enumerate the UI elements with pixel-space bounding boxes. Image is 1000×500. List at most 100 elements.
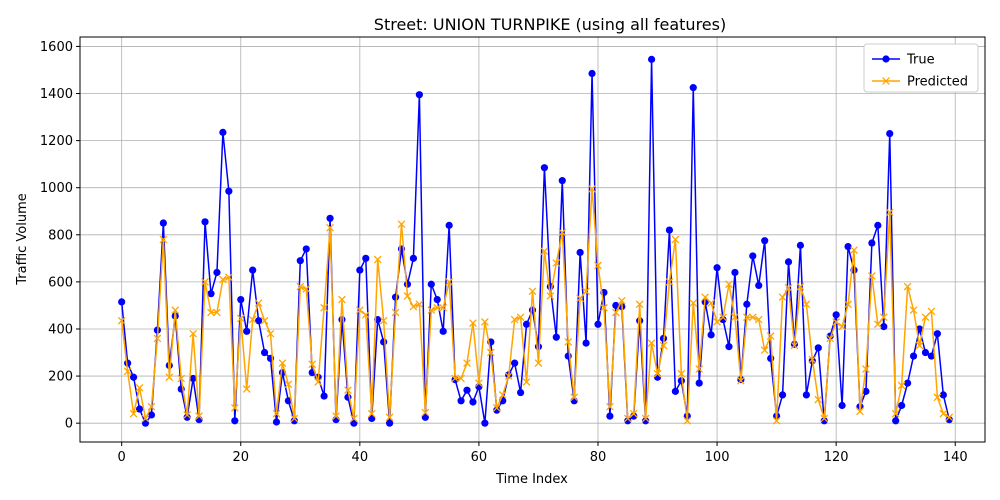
true-point [588, 69, 596, 78]
true-point [368, 414, 376, 423]
true-point [129, 373, 138, 381]
predicted-point [582, 287, 590, 296]
true-point [421, 413, 429, 421]
predicted-point [427, 306, 436, 314]
true-point [195, 416, 203, 424]
predicted-point [350, 414, 358, 423]
true-point [469, 398, 477, 406]
predicted-point [695, 365, 704, 373]
true-point [320, 392, 328, 400]
predicted-point [689, 299, 698, 307]
true-point [260, 348, 269, 357]
predicted-point [778, 293, 787, 302]
true-point [350, 419, 358, 427]
predicted-point [379, 316, 388, 325]
y-tick-label: 0 [65, 417, 73, 432]
predicted-point [451, 374, 459, 383]
predicted-point [409, 302, 418, 311]
predicted-point [433, 303, 442, 312]
y-tick-label: 1400 [40, 87, 73, 102]
true-point [933, 330, 941, 338]
legend-item-predicted: Predicted [872, 75, 968, 90]
predicted-point [266, 329, 275, 338]
predicted-point [927, 307, 936, 316]
true-point [249, 266, 257, 274]
predicted-point [629, 409, 638, 418]
true-point [141, 419, 150, 427]
predicted-point [659, 341, 668, 350]
true-point [332, 416, 340, 424]
true-point [445, 221, 453, 229]
predicted-point [469, 319, 477, 327]
predicted-point [570, 393, 579, 402]
predicted-point [766, 332, 775, 340]
predicted-point [504, 372, 513, 380]
predicted-point [183, 411, 192, 419]
true-point [225, 187, 233, 195]
true-point [778, 391, 787, 399]
predicted-point [230, 403, 239, 412]
predicted-point [141, 414, 150, 423]
true-point [540, 164, 549, 172]
predicted-point [617, 296, 626, 305]
true-point [237, 295, 245, 304]
predicted-point [665, 278, 674, 286]
true-point [457, 397, 465, 405]
predicted-point [481, 318, 489, 326]
true-point [427, 280, 435, 288]
legend-label-predicted: Predicted [907, 75, 968, 90]
predicted-point [742, 313, 751, 322]
x-tick-label: 80 [590, 450, 607, 465]
predicted-point [897, 381, 906, 390]
true-point [665, 226, 674, 234]
y-tick-label: 800 [48, 228, 73, 243]
true-point [695, 379, 703, 387]
predicted-point [891, 409, 900, 418]
x-tick-label: 120 [824, 450, 849, 465]
true-point [511, 359, 519, 367]
predicted-point [492, 403, 501, 412]
true-point [761, 237, 769, 245]
predicted-point [528, 287, 537, 296]
true-point [731, 268, 739, 277]
predicted-point [683, 416, 692, 425]
true-point [820, 417, 828, 425]
y-tick-label: 1600 [40, 40, 73, 55]
x-tick-label: 40 [352, 450, 369, 465]
predicted-point [117, 316, 126, 325]
predicted-point [260, 316, 269, 325]
predicted-point [909, 306, 918, 314]
predicted-point [796, 282, 805, 291]
predicted-point [367, 409, 376, 418]
predicted-point [719, 313, 727, 322]
legend-marker-true [882, 55, 890, 63]
predicted-point [344, 386, 352, 395]
predicted-point [129, 409, 138, 418]
true-point [636, 317, 644, 325]
true-point [903, 379, 912, 387]
true-point [844, 242, 852, 251]
predicted-point [814, 395, 823, 404]
predicted-point [171, 306, 180, 314]
x-tick-label: 100 [705, 450, 730, 465]
legend-box [863, 43, 979, 93]
predicted-point [635, 300, 644, 309]
true-point [927, 352, 936, 360]
predicted-point [611, 308, 620, 317]
predicted-point [600, 303, 608, 312]
legend-label-true: True [906, 53, 935, 68]
predicted-point [397, 220, 406, 229]
predicted-point [153, 334, 162, 343]
true-point [439, 327, 447, 335]
predicted-point [564, 338, 573, 346]
predicted-point [475, 379, 483, 387]
predicted-point [623, 414, 632, 423]
true-point [147, 411, 156, 419]
predicted-point [248, 315, 257, 324]
predicted-point [463, 359, 471, 367]
predicted-point [373, 255, 382, 264]
true-point [862, 387, 870, 395]
predicted-point [713, 318, 721, 326]
true-point [290, 417, 298, 425]
